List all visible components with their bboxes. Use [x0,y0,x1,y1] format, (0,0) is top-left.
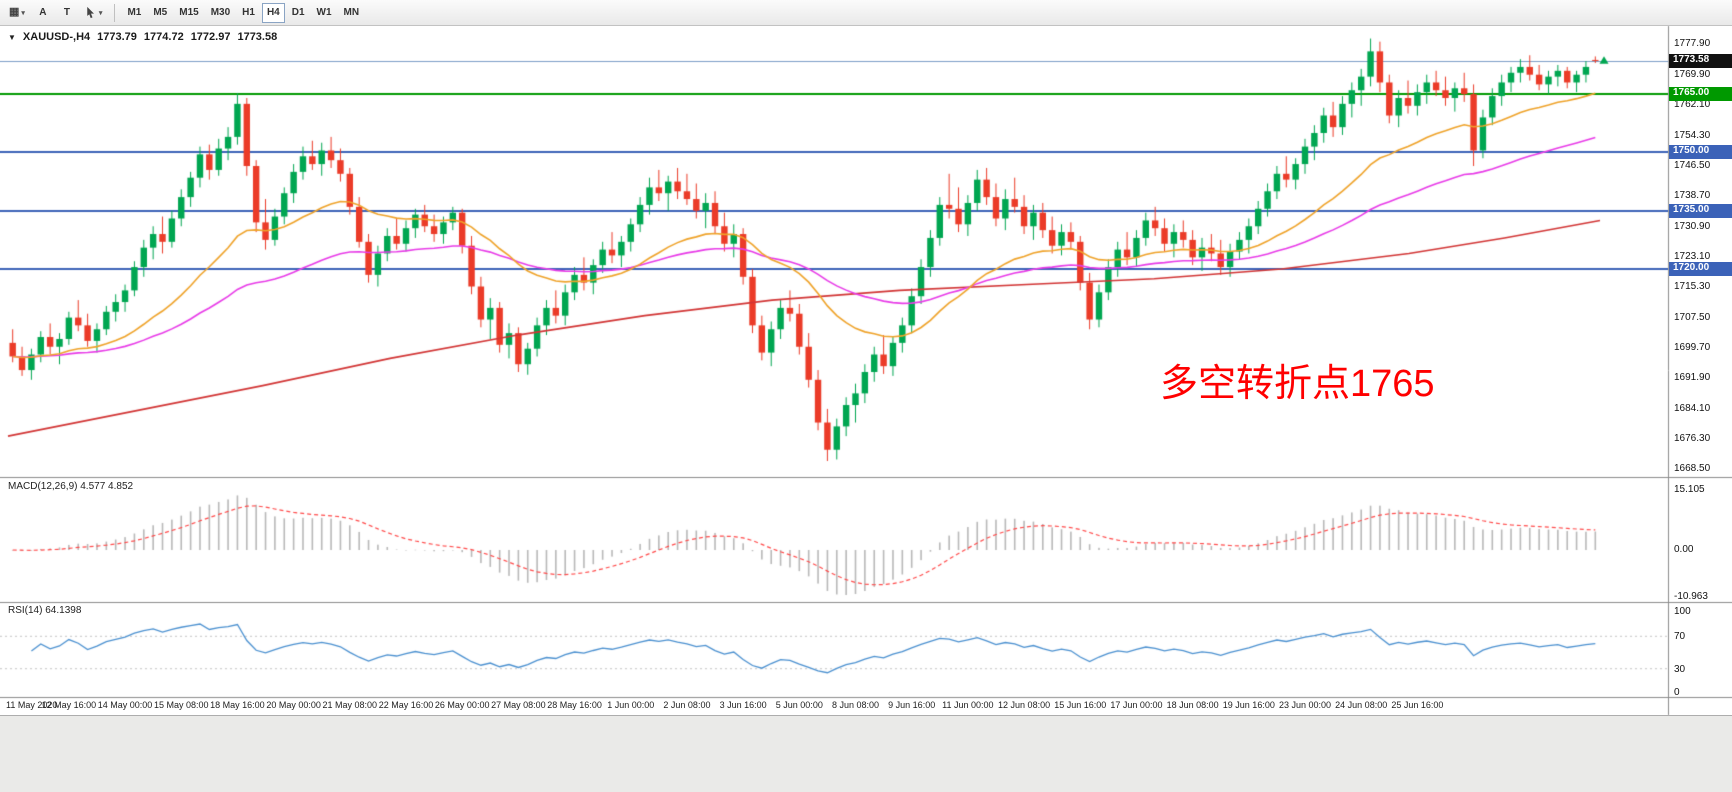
rsi-axis-label: 100 [1674,606,1691,617]
date-label: 5 Jun 00:00 [775,700,823,710]
date-label: 28 May 16:00 [547,700,602,710]
price-tag: 1750.00 [1669,145,1732,160]
ohlc-close: 1773.58 [237,31,278,43]
price-axis-label: 1668.50 [1674,463,1711,475]
annotate-a-button[interactable]: A [32,3,54,23]
macd-indicator-label: MACD(12,26,9) 4.577 4.852 [8,481,134,492]
price-tag: 1773.58 [1669,53,1732,68]
macd-axis-label: 0.00 [1674,544,1694,555]
chevron-down-icon: ▾ [21,9,25,17]
date-label: 18 May 16:00 [210,700,265,710]
text-tool-button[interactable]: T [56,3,78,23]
price-tag: 1720.00 [1669,262,1732,277]
date-label: 11 May 2020 [6,700,58,710]
bottom-filler [0,715,1732,792]
rsi-indicator-label: RSI(14) 64.1398 [8,605,82,616]
date-axis[interactable]: 11 May 2020 12 May 16:00 14 May 00:00 15 Ma… [0,697,1668,715]
date-label: 1 Jun 00:00 [607,700,655,710]
price-axis-label: 1730.90 [1674,220,1711,232]
date-label: 19 Jun 16:00 [1222,700,1275,710]
date-label: 3 Jun 16:00 [719,700,767,710]
price-axis-label: 1754.30 [1674,129,1711,141]
toolbar-separator [114,3,116,22]
price-axis-label: 1676.30 [1674,432,1711,444]
price-axis-label: 1715.30 [1674,281,1711,293]
date-label: 2 Jun 08:00 [663,700,711,710]
timeframe-mn-button[interactable]: MN [339,3,365,23]
date-label: 12 Jun 08:00 [998,700,1051,710]
main-toolbar: ▦ ▾ A T ▾ M1 M5 M15 M30 H1 H4 D1 W1 MN [0,0,1732,26]
macd-axis-label: 15.105 [1674,484,1705,495]
price-axis-label: 1769.90 [1674,69,1711,81]
date-label: 17 Jun 00:00 [1110,700,1163,710]
symbol-header: ▼ XAUUSD-,H4 1773.79 1774.72 1772.97 177… [8,31,277,43]
collapse-indicator-icon[interactable]: ▼ [8,32,16,42]
price-axis[interactable]: 1777.90 1769.90 1762.10 1754.30 1746.50 1738.… [1669,26,1732,715]
price-axis-label: 1691.90 [1674,372,1711,384]
ohlc-high: 1774.72 [143,31,184,43]
date-label: 25 Jun 16:00 [1391,700,1444,710]
date-label: 20 May 00:00 [266,700,321,710]
timeframe-w1-button[interactable]: W1 [312,3,337,23]
price-axis-label: 1746.50 [1674,160,1711,172]
price-axis-label: 1684.10 [1674,402,1711,414]
price-axis-label: 1723.10 [1674,250,1711,262]
date-label: 11 Jun 00:00 [942,700,994,710]
date-label: 15 Jun 16:00 [1054,700,1107,710]
timeframe-h4-button[interactable]: H4 [261,2,285,23]
timeframe-m5-button[interactable]: M5 [148,3,172,23]
macd-axis-label: -10.963 [1674,591,1708,602]
timeframe-m1-button[interactable]: M1 [122,3,146,23]
ohlc-open: 1773.79 [97,31,137,43]
date-label: 21 May 08:00 [322,700,378,710]
price-axis-label: 1699.70 [1674,341,1711,353]
date-label: 9 Jun 16:00 [888,700,936,710]
date-label: 15 May 08:00 [153,700,209,710]
date-label: 14 May 00:00 [97,700,153,710]
date-label: 26 May 00:00 [434,700,490,710]
timeframe-d1-button[interactable]: D1 [287,3,310,23]
chevron-down-icon: ▾ [98,9,103,17]
price-tag: 1735.00 [1669,203,1732,218]
cursor-tool-button[interactable]: ▾ [80,3,108,23]
symbol-name: XAUUSD-,H4 [22,31,91,43]
chart-annotation: 多空转折点1765 [1160,363,1435,405]
date-label: 23 Jun 00:00 [1278,700,1332,710]
cursor-icon [85,6,97,19]
timeframe-h1-button[interactable]: H1 [237,3,260,23]
chart-type-icon: ▦ [9,6,20,18]
date-label: 22 May 16:00 [378,700,434,710]
timeframe-m30-button[interactable]: M30 [206,3,235,23]
date-label: 27 May 08:00 [491,700,546,710]
price-axis-label: 1777.90 [1674,37,1711,49]
price-tag: 1765.00 [1669,87,1732,102]
timeframe-m15-button[interactable]: M15 [174,3,203,23]
date-label: 18 Jun 08:00 [1166,700,1219,710]
date-label: 24 Jun 08:00 [1335,700,1388,710]
rsi-axis-label: 0 [1674,687,1680,698]
date-label: 12 May 16:00 [41,700,97,710]
price-axis-label: 1707.50 [1674,311,1711,323]
rsi-axis-label: 70 [1674,631,1686,642]
price-axis-label: 1762.10 [1674,99,1711,111]
date-label: 8 Jun 08:00 [831,700,880,710]
ohlc-low: 1772.97 [190,31,231,43]
rsi-axis-label: 30 [1674,664,1686,675]
price-axis-label: 1738.70 [1674,190,1711,202]
chart-type-button[interactable]: ▦ ▾ [4,3,30,23]
